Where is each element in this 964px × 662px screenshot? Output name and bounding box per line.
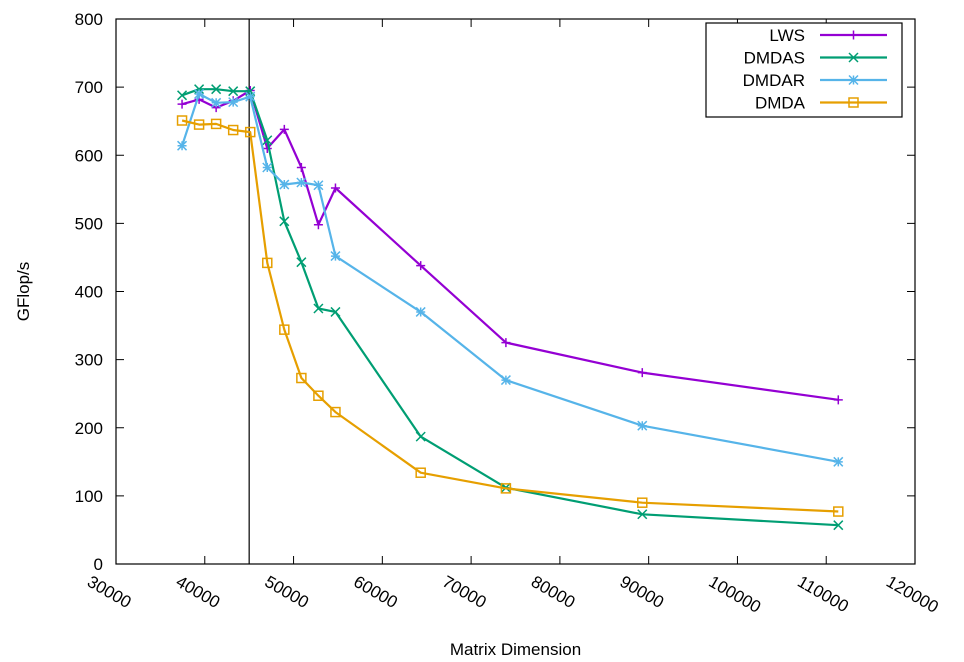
series-line	[181, 92, 839, 463]
legend-item-dmdas: DMDAS	[744, 49, 887, 68]
data-point	[262, 135, 273, 146]
data-point	[330, 183, 340, 193]
data-point	[177, 99, 187, 109]
data-point	[296, 372, 307, 384]
x-tick-label: 40000	[173, 572, 223, 612]
legend-item-dmda: DMDA	[755, 94, 887, 113]
y-tick-label: 500	[75, 214, 103, 233]
y-tick-label: 0	[94, 555, 103, 574]
data-point	[416, 261, 426, 271]
data-point	[296, 163, 306, 173]
data-point	[227, 124, 239, 136]
data-point	[848, 97, 859, 108]
data-point	[245, 91, 256, 102]
data-point	[500, 483, 512, 494]
legend-label: LWS	[769, 26, 805, 45]
data-point	[296, 257, 307, 268]
data-point	[637, 420, 648, 431]
data-point	[500, 375, 511, 386]
data-point	[415, 306, 426, 317]
y-tick-label: 600	[75, 146, 103, 165]
data-point	[833, 520, 844, 531]
data-point	[501, 338, 511, 348]
data-point	[211, 97, 222, 108]
data-point	[313, 390, 324, 401]
data-point	[193, 119, 205, 130]
y-axis-ticks: 0 100 200 300 400 500 600 700 800	[75, 10, 915, 574]
legend-label: DMDA	[755, 94, 806, 113]
data-point	[330, 406, 341, 418]
series-dmda	[176, 115, 844, 517]
x-tick-label: 70000	[439, 572, 489, 612]
data-point	[194, 88, 205, 99]
data-point	[228, 97, 239, 108]
data-point	[833, 456, 844, 467]
y-tick-label: 200	[75, 419, 103, 438]
data-point	[279, 216, 290, 227]
legend-label: DMDAS	[744, 49, 805, 68]
series-line	[181, 119, 839, 513]
x-tick-label: 80000	[528, 572, 578, 612]
x-tick-label: 110000	[794, 572, 852, 616]
data-point	[330, 251, 341, 262]
x-tick-label: 30000	[84, 572, 134, 612]
data-point	[313, 303, 324, 314]
data-point	[833, 395, 843, 405]
plot-frame	[115, 18, 916, 565]
data-point	[279, 324, 290, 335]
series-dmdar	[177, 88, 844, 467]
y-tick-label: 700	[75, 78, 103, 97]
y-tick-label: 300	[75, 351, 103, 370]
data-point	[415, 431, 426, 442]
data-point	[313, 180, 324, 191]
x-axis-title: Matrix Dimension	[450, 640, 581, 659]
data-point	[211, 84, 222, 95]
plot-series	[176, 84, 844, 531]
series-line	[181, 88, 839, 527]
data-point	[262, 257, 273, 269]
data-point	[848, 74, 859, 86]
legend-box	[705, 22, 903, 118]
data-point	[262, 162, 273, 173]
x-tick-label: 50000	[262, 572, 312, 612]
series-lws	[177, 86, 843, 405]
data-point	[849, 30, 858, 40]
data-point	[228, 86, 239, 97]
data-point	[244, 126, 256, 138]
data-point	[279, 179, 290, 190]
data-point	[637, 497, 648, 508]
x-tick-label: 90000	[617, 572, 667, 612]
data-point	[194, 84, 205, 95]
data-point	[313, 220, 323, 230]
data-point	[637, 509, 648, 520]
data-point	[330, 306, 341, 317]
data-point	[637, 368, 647, 378]
y-tick-label: 400	[75, 283, 103, 302]
series-line	[181, 89, 839, 401]
data-point	[415, 467, 426, 478]
legend-label: DMDAR	[743, 71, 805, 90]
data-point	[176, 115, 188, 126]
legend-item-lws: LWS	[769, 26, 887, 45]
data-point	[833, 506, 844, 517]
x-tick-label: 60000	[350, 572, 400, 612]
legend: LWS DMDAS DMDAR DMDA	[705, 22, 903, 118]
data-point	[279, 124, 289, 134]
legend-item-dmdar: DMDAR	[743, 71, 887, 90]
y-tick-label: 100	[75, 487, 103, 506]
y-axis-title: GFlop/s	[14, 262, 33, 322]
data-point	[296, 177, 307, 188]
y-tick-label: 800	[75, 10, 103, 29]
x-tick-label: 120000	[883, 572, 942, 617]
data-point	[210, 118, 222, 130]
data-point	[177, 140, 188, 151]
x-tick-label: 100000	[705, 572, 764, 617]
data-point	[177, 90, 188, 101]
series-dmdas	[177, 84, 844, 531]
data-point	[848, 52, 859, 63]
